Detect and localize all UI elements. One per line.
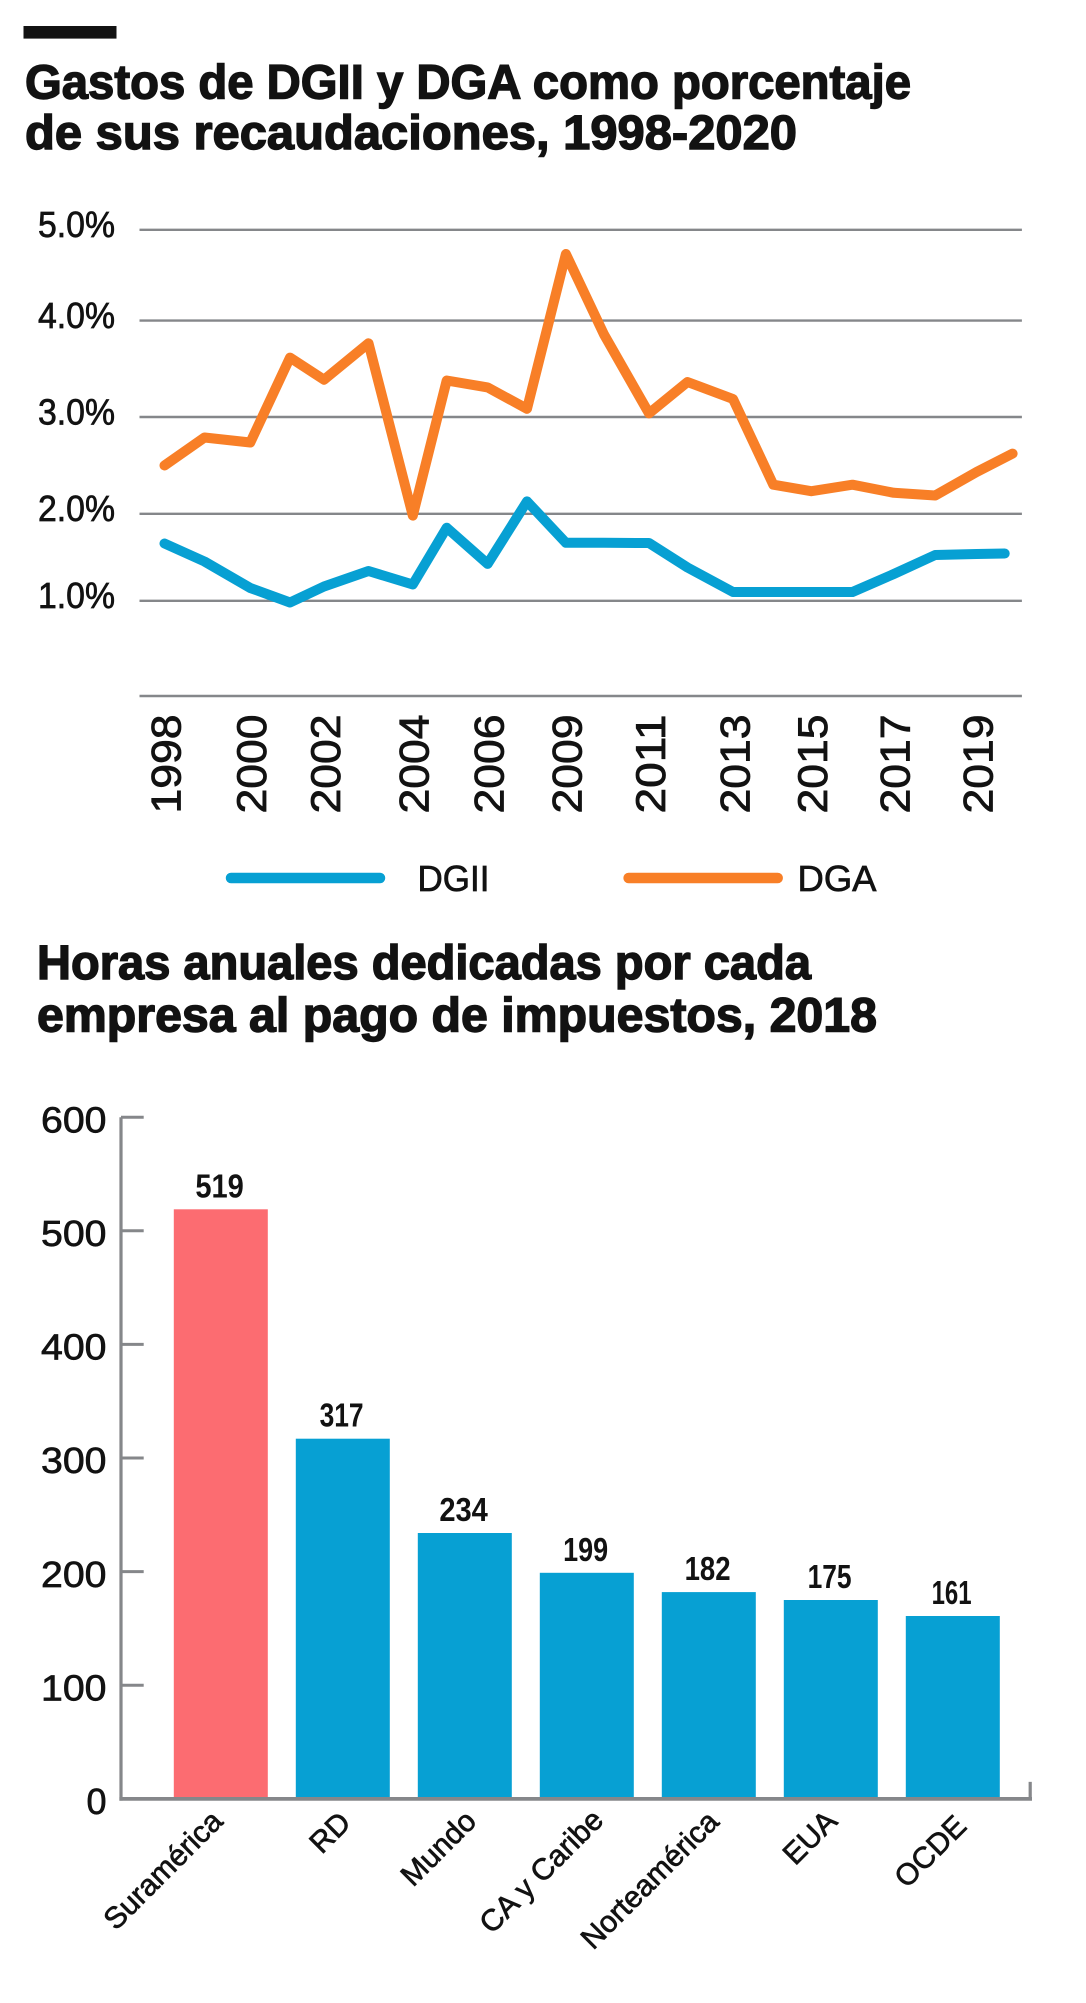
svg-text:empresa al pago de impuestos,: empresa al pago de impuestos, 2018 — [37, 989, 877, 1042]
svg-text:100: 100 — [41, 1668, 107, 1709]
svg-text:2013: 2013 — [712, 715, 759, 814]
svg-text:2011: 2011 — [627, 715, 674, 814]
svg-text:2015: 2015 — [789, 715, 836, 814]
svg-text:DGII: DGII — [418, 858, 490, 899]
svg-text:de sus recaudaciones, 1998-202: de sus recaudaciones, 1998-2020 — [25, 107, 797, 160]
svg-text:199: 199 — [563, 1531, 608, 1568]
svg-text:519: 519 — [195, 1167, 244, 1204]
svg-text:2019: 2019 — [954, 715, 1001, 814]
svg-text:2009: 2009 — [544, 715, 591, 814]
svg-text:5.0%: 5.0% — [38, 204, 115, 245]
svg-text:4.0%: 4.0% — [38, 295, 115, 336]
svg-text:DGA: DGA — [798, 858, 877, 899]
svg-text:400: 400 — [41, 1327, 107, 1368]
svg-text:1.0%: 1.0% — [38, 575, 115, 616]
svg-text:2004: 2004 — [391, 715, 438, 814]
svg-text:1998: 1998 — [142, 715, 189, 814]
svg-text:234: 234 — [439, 1491, 488, 1528]
svg-text:Gastos de DGII y DGA como porc: Gastos de DGII y DGA como porcentaje — [25, 57, 911, 110]
svg-text:161: 161 — [932, 1574, 972, 1611]
svg-text:2017: 2017 — [872, 715, 919, 814]
svg-text:0: 0 — [86, 1781, 106, 1822]
svg-text:200: 200 — [41, 1554, 107, 1595]
svg-text:2000: 2000 — [228, 715, 275, 814]
svg-text:3.0%: 3.0% — [38, 391, 115, 432]
svg-text:600: 600 — [41, 1100, 107, 1141]
svg-text:2002: 2002 — [302, 715, 349, 814]
svg-text:182: 182 — [685, 1550, 731, 1587]
svg-text:300: 300 — [41, 1440, 107, 1481]
svg-text:175: 175 — [808, 1558, 852, 1595]
svg-text:2006: 2006 — [465, 715, 512, 814]
svg-text:317: 317 — [320, 1397, 364, 1434]
svg-text:2.0%: 2.0% — [38, 488, 115, 529]
svg-text:500: 500 — [41, 1213, 107, 1254]
svg-text:Horas anuales dedicadas por ca: Horas anuales dedicadas por cada — [37, 937, 811, 990]
